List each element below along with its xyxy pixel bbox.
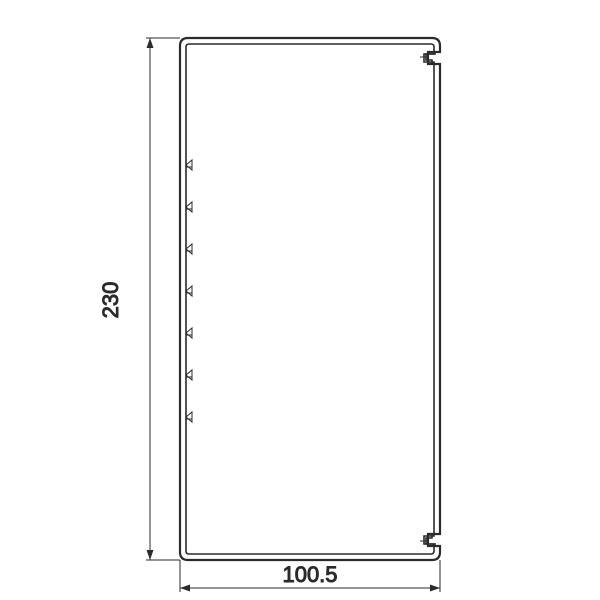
perforation-triangle <box>186 160 192 170</box>
mounting-perforations <box>186 160 192 422</box>
dimensions: 230 100.5 <box>98 38 440 592</box>
perforation-triangle <box>186 244 192 254</box>
profile-cross-section <box>180 38 440 560</box>
perforation-triangle <box>186 370 192 380</box>
perforation-triangle <box>186 412 192 422</box>
dim-label-height: 230 <box>98 282 123 319</box>
perforation-triangle <box>186 286 192 296</box>
perforation-triangle <box>186 202 192 212</box>
inner-outline <box>186 44 434 554</box>
perforation-triangle <box>186 328 192 338</box>
dim-label-width: 100.5 <box>282 562 337 587</box>
outer-outline <box>180 38 440 560</box>
